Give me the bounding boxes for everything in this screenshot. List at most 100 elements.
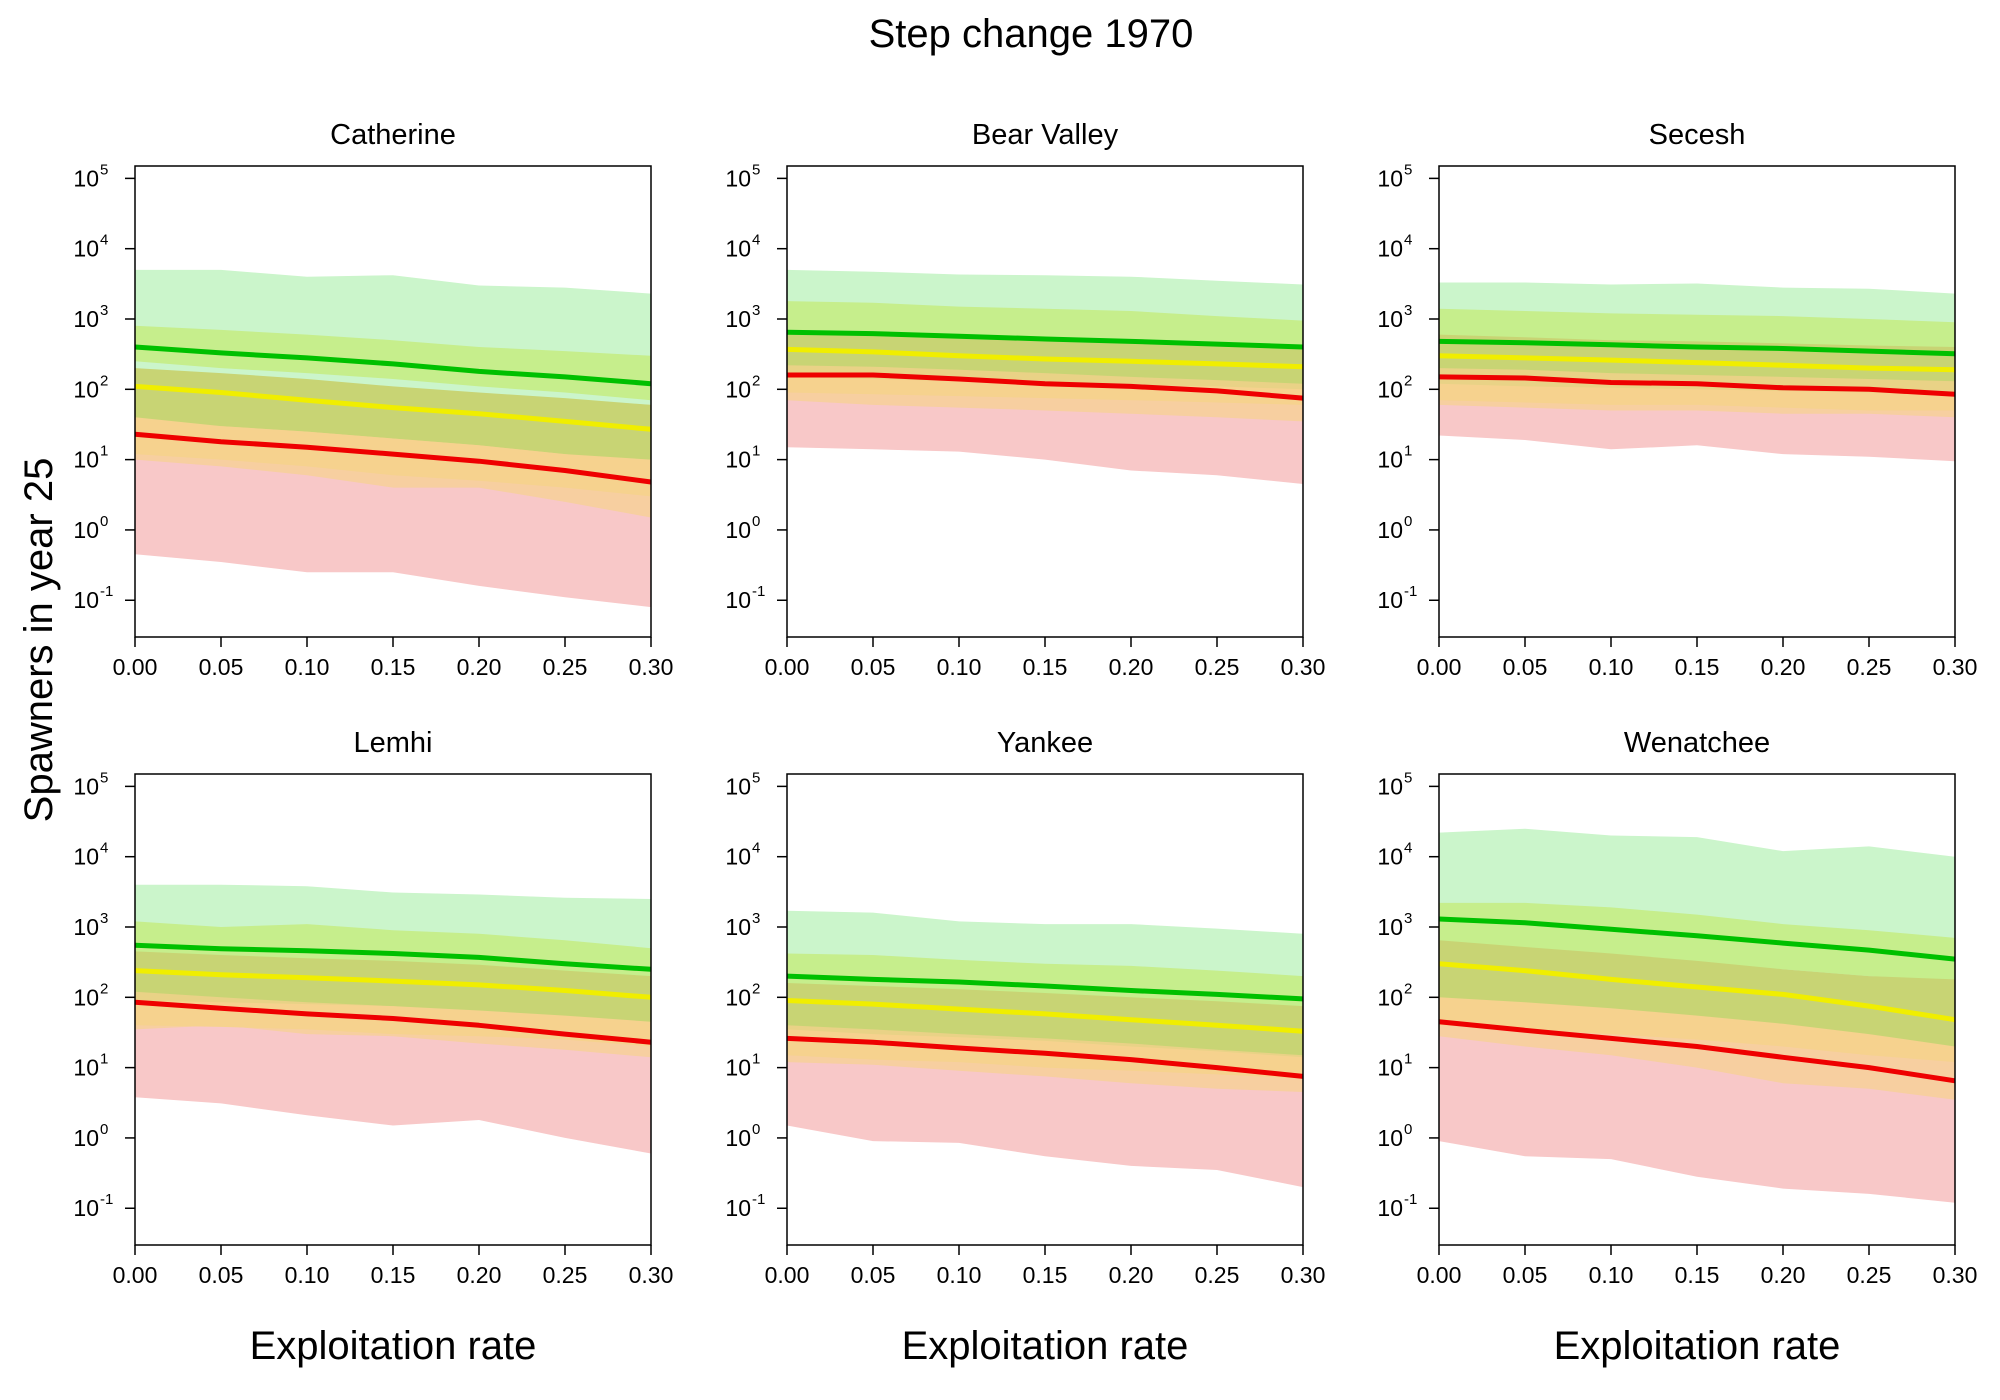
- y-tick-exponent: 4: [100, 840, 108, 857]
- figure-title: Step change 1970: [869, 12, 1194, 56]
- panel-title: Yankee: [997, 727, 1093, 759]
- y-tick-exponent: 4: [1404, 840, 1412, 857]
- x-tick-label: 0.10: [285, 1262, 330, 1288]
- x-tick-label: 0.20: [1109, 654, 1154, 680]
- x-tick-label: 0.00: [1417, 1262, 1462, 1288]
- band-red-inner: [787, 1025, 1303, 1092]
- y-tick-label: 10: [1377, 517, 1403, 543]
- x-tick-label: 0.25: [1847, 654, 1892, 680]
- median-line-yellow: [134, 968, 652, 1000]
- median-line-green: [1438, 916, 1956, 962]
- band-yellow-inner: [787, 983, 1303, 1058]
- y-tick-exponent: 2: [100, 980, 108, 997]
- y-tick-label: 10: [725, 517, 751, 543]
- x-tick-label: 0.00: [113, 654, 158, 680]
- y-tick-exponent: 2: [752, 372, 760, 389]
- y-tick-exponent: 1: [1404, 443, 1412, 460]
- band-red-inner: [1439, 1008, 1955, 1100]
- y-tick-exponent: 4: [752, 840, 760, 857]
- x-tick-label: 0.25: [543, 1262, 588, 1288]
- x-axis-label-col3: Exploitation rate: [1554, 1324, 1841, 1368]
- x-tick-label: 0.25: [1847, 1262, 1892, 1288]
- x-tick-label: 0.00: [1417, 654, 1462, 680]
- y-tick-exponent: 2: [1404, 372, 1412, 389]
- y-tick-label: 10: [1377, 165, 1403, 191]
- x-tick-label: 0.20: [1761, 654, 1806, 680]
- y-tick-label: 10: [73, 1055, 99, 1081]
- y-tick-exponent: 0: [752, 513, 760, 530]
- y-tick-label: 10: [73, 914, 99, 940]
- y-tick-exponent: 3: [100, 302, 108, 319]
- y-tick-label: 10: [725, 447, 751, 473]
- x-tick-label: 0.10: [937, 1262, 982, 1288]
- median-line-red: [1438, 1019, 1956, 1084]
- y-tick-exponent: 5: [1404, 161, 1412, 178]
- y-tick-label: 10: [725, 236, 751, 262]
- panel-title: Secesh: [1649, 119, 1746, 151]
- y-tick-exponent: 0: [100, 513, 108, 530]
- y-tick-label: 10: [1377, 914, 1403, 940]
- band-red-inner: [135, 991, 651, 1058]
- x-tick-label: 0.05: [199, 654, 244, 680]
- y-tick-label: 10: [73, 984, 99, 1010]
- median-line-yellow: [786, 998, 1304, 1034]
- x-tick-label: 0.25: [543, 654, 588, 680]
- y-tick-exponent: -1: [752, 1191, 765, 1208]
- y-tick-label: 10: [73, 376, 99, 402]
- panel-2: Bear Valley 0.00 0.05 0.10 0.15 0.20 0.25 0.30 1…: [725, 119, 1325, 680]
- y-tick-exponent: 3: [752, 910, 760, 927]
- y-tick-label: 10: [73, 447, 99, 473]
- y-tick-exponent: 4: [100, 232, 108, 249]
- x-tick-label: 0.30: [1933, 654, 1978, 680]
- y-tick-exponent: -1: [100, 1191, 113, 1208]
- y-tick-label: 10: [1377, 587, 1403, 613]
- y-tick-label: 10: [73, 587, 99, 613]
- y-tick-label: 10: [1377, 376, 1403, 402]
- median-line-yellow: [1438, 353, 1956, 373]
- x-tick-label: 0.05: [851, 654, 896, 680]
- x-tick-label: 0.30: [1933, 1262, 1978, 1288]
- x-tick-label: 0.00: [765, 654, 810, 680]
- median-line-red: [787, 372, 1304, 401]
- y-tick-exponent: 3: [100, 910, 108, 927]
- y-tick-label: 10: [725, 773, 751, 799]
- y-tick-exponent: 1: [752, 1051, 760, 1068]
- x-tick-label: 0.05: [1503, 1262, 1548, 1288]
- median-line-yellow: [786, 346, 1304, 370]
- y-tick-exponent: 1: [1404, 1051, 1412, 1068]
- median-line-red: [134, 431, 652, 485]
- x-tick-label: 0.15: [371, 654, 416, 680]
- x-tick-label: 0.05: [1503, 654, 1548, 680]
- median-line-green: [134, 942, 652, 972]
- y-tick-exponent: 1: [100, 1051, 108, 1068]
- y-tick-exponent: 1: [100, 443, 108, 460]
- y-tick-label: 10: [73, 773, 99, 799]
- y-tick-label: 10: [725, 1195, 751, 1221]
- x-axis-label-col1: Exploitation rate: [250, 1324, 537, 1368]
- x-tick-label: 0.00: [113, 1262, 158, 1288]
- band-green-inner: [1439, 902, 1955, 982]
- median-line-green: [786, 329, 1304, 350]
- x-tick-label: 0.15: [1675, 1262, 1720, 1288]
- y-tick-label: 10: [725, 844, 751, 870]
- x-tick-label: 0.15: [1023, 1262, 1068, 1288]
- x-tick-label: 0.05: [851, 1262, 896, 1288]
- y-tick-exponent: -1: [1404, 583, 1417, 600]
- x-tick-label: 0.15: [1023, 654, 1068, 680]
- y-tick-label: 10: [1377, 1125, 1403, 1151]
- band-yellow-inner: [135, 368, 651, 460]
- y-tick-label: 10: [1377, 1055, 1403, 1081]
- median-line-yellow: [1438, 961, 1956, 1023]
- y-tick-exponent: 2: [752, 980, 760, 997]
- x-tick-label: 0.10: [285, 654, 330, 680]
- x-tick-label: 0.20: [457, 1262, 502, 1288]
- y-tick-exponent: 3: [1404, 910, 1412, 927]
- y-tick-label: 10: [725, 306, 751, 332]
- y-tick-exponent: -1: [752, 583, 765, 600]
- y-tick-label: 10: [1377, 447, 1403, 473]
